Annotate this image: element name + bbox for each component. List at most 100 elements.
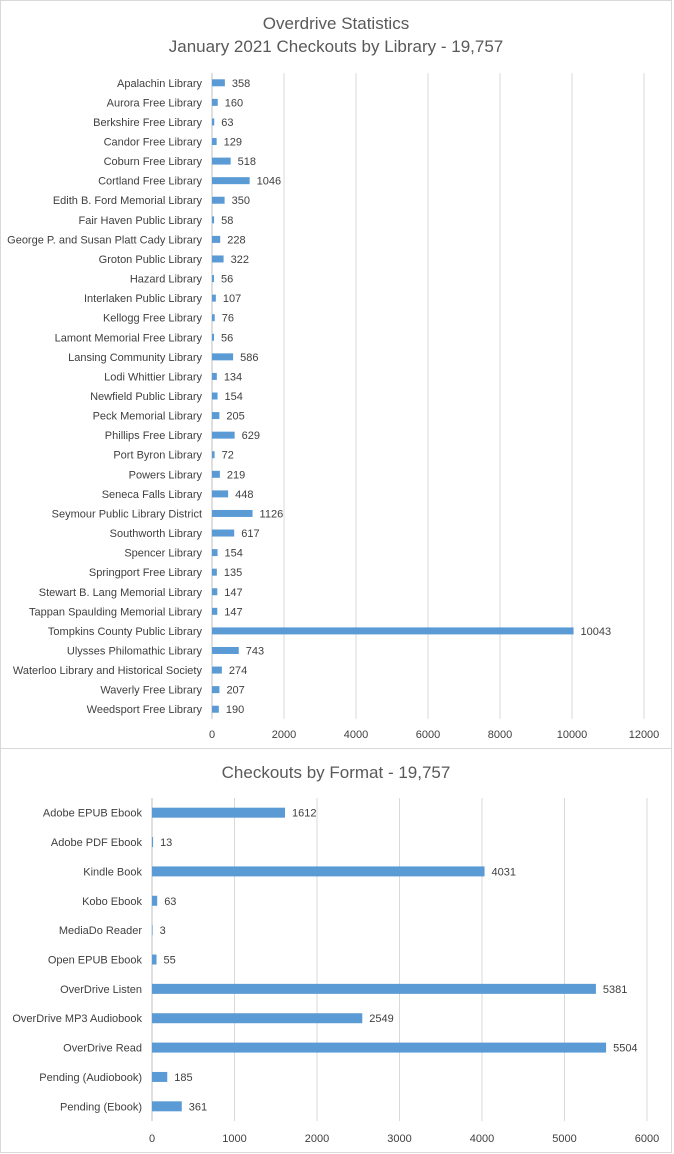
data-label: 185 (174, 1072, 192, 1084)
x-tick-label: 1000 (222, 1133, 246, 1145)
data-label: 1612 (292, 808, 316, 820)
bar (212, 196, 225, 204)
category-label: Open EPUB Ebook (48, 955, 143, 967)
category-label: Seymour Public Library District (52, 508, 202, 520)
x-tick-label: 10000 (557, 729, 588, 741)
bar (152, 1101, 182, 1112)
bar (212, 333, 215, 341)
data-label: 629 (242, 430, 260, 442)
category-label: Springport Free Library (89, 567, 203, 579)
category-label: Interlaken Public Library (84, 293, 203, 305)
data-label: 129 (224, 137, 242, 149)
data-label: 518 (238, 156, 256, 168)
category-label: Phillips Free Library (105, 430, 203, 442)
data-label: 58 (221, 215, 233, 227)
category-label: Cortland Free Library (98, 176, 202, 188)
category-label: Ulysses Philomathic Library (67, 645, 203, 657)
category-label: Stewart B. Lang Memorial Library (39, 587, 203, 599)
x-tick-label: 0 (149, 1133, 155, 1145)
data-label: 358 (232, 78, 250, 90)
library-chart-panel: Overdrive Statistics January 2021 Checko… (0, 0, 672, 749)
bar (152, 1042, 607, 1053)
data-label: 55 (164, 955, 176, 967)
bar (212, 353, 234, 361)
bar (152, 983, 596, 994)
data-label: 10043 (581, 626, 612, 638)
bar (212, 79, 225, 87)
data-label: 190 (226, 704, 244, 716)
category-label: Groton Public Library (99, 254, 203, 266)
bar (212, 431, 235, 439)
data-label: 72 (222, 450, 234, 462)
data-label: 56 (221, 274, 233, 286)
data-label: 147 (224, 587, 242, 599)
data-label: 2549 (369, 1013, 393, 1025)
category-label: Kindle Book (83, 866, 142, 878)
data-label: 219 (227, 469, 245, 481)
bar (212, 607, 218, 615)
category-label: Lansing Community Library (68, 352, 202, 364)
bar (212, 627, 574, 635)
x-tick-label: 4000 (344, 729, 368, 741)
bar (152, 954, 157, 965)
category-label: Southworth Library (110, 528, 203, 540)
bar (152, 837, 154, 848)
bar (212, 451, 215, 459)
x-tick-label: 2000 (272, 729, 296, 741)
bar (212, 568, 217, 576)
category-label: Edith B. Ford Memorial Library (53, 195, 203, 207)
chart-subtitle: January 2021 Checkouts by Library - 19,7… (168, 37, 504, 56)
bar (152, 925, 153, 936)
data-label: 743 (246, 645, 264, 657)
category-label: Waverly Free Library (100, 685, 202, 697)
data-label: 1126 (260, 508, 284, 520)
bar (212, 98, 218, 106)
category-label: MediaDo Reader (59, 925, 142, 937)
data-label: 63 (164, 896, 176, 908)
category-label: Lamont Memorial Free Library (55, 332, 203, 344)
category-label: Hazard Library (130, 274, 203, 286)
bar (212, 255, 224, 263)
x-tick-label: 4000 (470, 1133, 494, 1145)
category-label: OverDrive Read (63, 1043, 142, 1055)
category-label: Tompkins County Public Library (48, 626, 203, 638)
bar (212, 118, 215, 126)
data-label: 205 (226, 411, 244, 423)
category-label: Kellogg Free Library (103, 313, 203, 325)
category-label: Adobe PDF Ebook (51, 837, 143, 849)
data-label: 3 (160, 925, 166, 937)
bar (152, 1071, 168, 1082)
data-label: 617 (241, 528, 259, 540)
bar (212, 275, 215, 283)
data-label: 5504 (613, 1043, 637, 1055)
data-label: 5381 (603, 984, 627, 996)
bar (212, 686, 220, 694)
data-label: 448 (235, 489, 253, 501)
data-label: 1046 (257, 176, 281, 188)
x-tick-label: 3000 (387, 1133, 411, 1145)
bar (152, 1013, 363, 1024)
data-label: 56 (221, 332, 233, 344)
bar (152, 807, 285, 818)
category-label: Berkshire Free Library (93, 117, 202, 129)
category-label: Peck Memorial Library (93, 411, 203, 423)
category-label: Seneca Falls Library (102, 489, 203, 501)
library-bar-chart: 0 2000 4000 6000 8000 10000 12000 Apalachin Lib… (7, 73, 659, 741)
data-label: 4031 (492, 866, 516, 878)
category-label: Fair Haven Public Library (79, 215, 203, 227)
bar (152, 895, 158, 906)
bar (212, 157, 231, 165)
data-label: 134 (224, 371, 242, 383)
data-label: 322 (231, 254, 249, 266)
category-label: Pending (Ebook) (60, 1101, 142, 1113)
data-label: 361 (189, 1101, 207, 1113)
category-label: Coburn Free Library (104, 156, 203, 168)
data-label: 76 (222, 313, 234, 325)
category-label: Pending (Audiobook) (39, 1072, 142, 1084)
data-label: 63 (221, 117, 233, 129)
format-bar-chart: 0 1000 2000 3000 4000 5000 6000 Adobe EPUB Eboo… (12, 798, 659, 1145)
category-label: OverDrive MP3 Audiobook (12, 1013, 142, 1025)
x-tick-label: 2000 (305, 1133, 329, 1145)
x-tick-label: 6000 (635, 1133, 659, 1145)
category-label: Kobo Ebook (82, 896, 142, 908)
